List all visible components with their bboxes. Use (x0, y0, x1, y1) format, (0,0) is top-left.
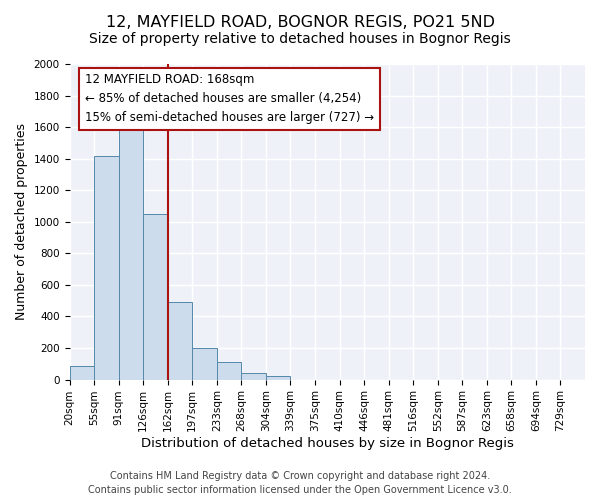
Bar (119, 126, 143, 380)
Bar (266, 376, 290, 380)
Bar (94, 156, 119, 380)
Y-axis label: Number of detached properties: Number of detached properties (15, 124, 28, 320)
X-axis label: Distribution of detached houses by size in Bognor Regis: Distribution of detached houses by size … (141, 437, 514, 450)
Bar (217, 362, 241, 380)
Bar (241, 374, 266, 380)
Bar (70, 366, 94, 380)
Text: Size of property relative to detached houses in Bognor Regis: Size of property relative to detached ho… (89, 32, 511, 46)
Bar (168, 302, 192, 380)
Bar (143, 214, 168, 380)
Text: 12, MAYFIELD ROAD, BOGNOR REGIS, PO21 5ND: 12, MAYFIELD ROAD, BOGNOR REGIS, PO21 5N… (106, 15, 494, 30)
Bar (192, 348, 217, 380)
Text: 12 MAYFIELD ROAD: 168sqm
← 85% of detached houses are smaller (4,254)
15% of sem: 12 MAYFIELD ROAD: 168sqm ← 85% of detach… (85, 74, 374, 124)
Text: Contains HM Land Registry data © Crown copyright and database right 2024.
Contai: Contains HM Land Registry data © Crown c… (88, 471, 512, 495)
